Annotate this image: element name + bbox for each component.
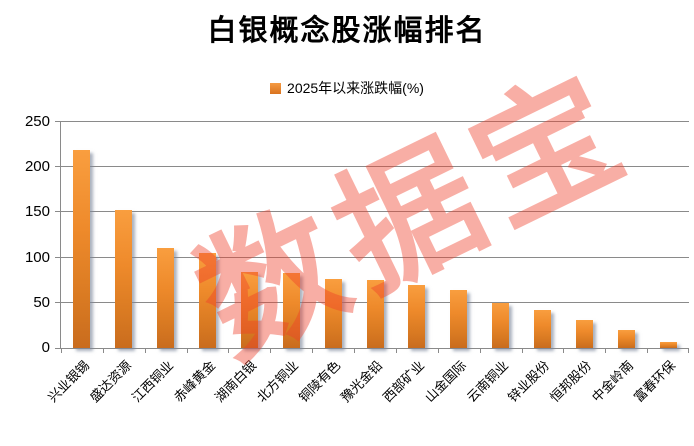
x-tick-mark bbox=[688, 348, 689, 353]
y-axis-tick-label: 250 bbox=[24, 113, 50, 130]
x-tick-mark bbox=[605, 348, 607, 353]
x-tick-mark bbox=[270, 348, 272, 353]
x-tick-mark bbox=[647, 348, 649, 353]
x-tick-mark bbox=[437, 348, 439, 353]
bar-山金国际 bbox=[450, 290, 468, 348]
legend-label: 2025年以来涨跌幅(%) bbox=[287, 80, 424, 96]
y-axis-tick-label: 100 bbox=[24, 248, 50, 266]
x-tick-mark bbox=[563, 348, 565, 353]
bar-赤峰黄金 bbox=[199, 253, 217, 348]
bar-恒邦股份 bbox=[575, 320, 593, 348]
x-tick-mark bbox=[102, 348, 104, 353]
bar-北方铜业 bbox=[282, 273, 300, 348]
gridline bbox=[61, 211, 689, 213]
bar-豫光金铅 bbox=[366, 280, 384, 348]
bar-湖南白银 bbox=[240, 272, 258, 348]
bar-盛达资源 bbox=[115, 210, 133, 348]
legend: 2025年以来涨跌幅(%) bbox=[0, 79, 694, 97]
gridline bbox=[61, 256, 689, 258]
y-tick-mark bbox=[55, 301, 61, 303]
x-tick-mark bbox=[395, 348, 397, 353]
x-tick-mark bbox=[312, 348, 314, 353]
bar-富春环保 bbox=[659, 342, 677, 348]
y-axis-tick-label: 150 bbox=[24, 203, 50, 221]
x-tick-mark bbox=[228, 348, 230, 353]
x-tick-mark bbox=[186, 348, 188, 353]
bar-锌业股份 bbox=[533, 310, 551, 348]
x-tick-mark bbox=[144, 348, 146, 353]
y-axis-tick-label: 200 bbox=[24, 158, 50, 176]
y-tick-mark bbox=[55, 166, 61, 168]
gridline bbox=[61, 166, 689, 168]
x-tick-mark bbox=[479, 348, 481, 353]
x-tick-mark bbox=[354, 348, 356, 353]
bar-西部矿业 bbox=[408, 285, 426, 348]
x-axis-tick-label: 兴业银锡 bbox=[45, 358, 93, 406]
bar-中金岭南 bbox=[617, 330, 635, 348]
legend-swatch-icon bbox=[270, 82, 282, 94]
x-tick-mark bbox=[521, 348, 523, 353]
y-axis-tick-label: 0 bbox=[41, 339, 50, 356]
y-tick-mark bbox=[55, 256, 61, 258]
plot-area bbox=[55, 121, 689, 353]
bar-铜陵有色 bbox=[324, 279, 342, 348]
x-tick-mark bbox=[61, 348, 62, 353]
bar-江西铜业 bbox=[157, 248, 175, 348]
gridline bbox=[61, 121, 689, 122]
chart-title: 白银概念股涨幅排名 bbox=[207, 13, 487, 47]
y-tick-mark bbox=[55, 211, 61, 213]
y-axis-tick-label: 50 bbox=[33, 293, 50, 311]
y-tick-mark bbox=[55, 348, 61, 349]
bar-兴业银锡 bbox=[73, 150, 91, 348]
bar-云南铜业 bbox=[492, 303, 510, 348]
y-tick-mark bbox=[55, 121, 61, 122]
